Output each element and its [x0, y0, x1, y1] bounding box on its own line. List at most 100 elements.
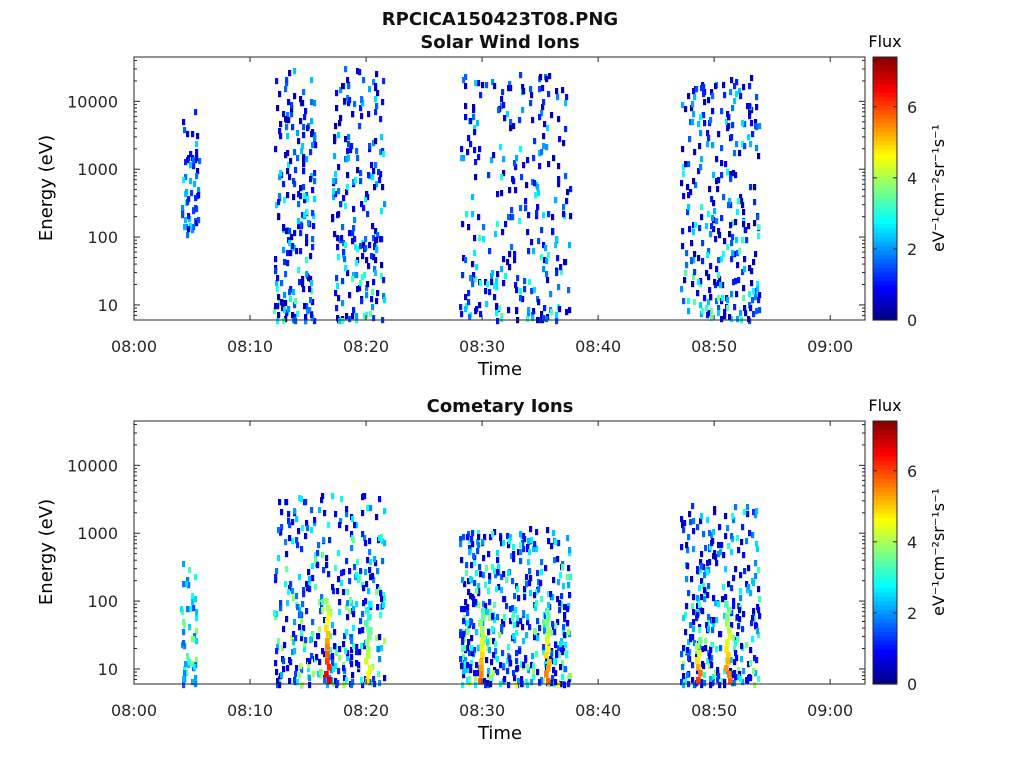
flux-cell: [517, 595, 521, 602]
flux-cell: [712, 172, 716, 179]
flux-cell: [500, 574, 504, 581]
flux-cell: [751, 131, 755, 138]
flux-cell: [297, 138, 301, 145]
flux-cell: [468, 676, 472, 683]
flux-cell: [742, 552, 746, 559]
flux-cell: [327, 611, 332, 618]
flux-cell: [555, 312, 559, 319]
flux-cell: [276, 318, 280, 325]
flux-cell: [332, 188, 336, 195]
flux-cell: [484, 582, 488, 589]
flux-cell: [552, 155, 556, 162]
flux-cell: [543, 121, 547, 128]
flux-cell: [471, 261, 475, 268]
colorbar-tick-label: 2: [907, 240, 917, 259]
flux-cell: [699, 518, 703, 525]
flux-cell: [747, 316, 751, 323]
flux-cell: [711, 642, 715, 649]
flux-cell: [346, 614, 350, 621]
flux-cell: [682, 527, 686, 534]
flux-cell: [302, 587, 306, 594]
flux-cell: [532, 248, 536, 255]
flux-cell: [526, 664, 530, 671]
flux-cell: [699, 114, 703, 121]
flux-cell: [369, 311, 373, 318]
flux-cell: [303, 641, 307, 648]
flux-cell: [345, 629, 349, 636]
flux-cell: [507, 570, 511, 577]
flux-cell: [369, 505, 373, 512]
flux-cell: [356, 167, 360, 174]
colorbar-segment: [873, 144, 897, 150]
flux-cell: [519, 618, 523, 625]
flux-cell: [353, 217, 357, 224]
flux-cell: [521, 624, 525, 631]
flux-cell: [754, 251, 758, 258]
flux-cell: [289, 250, 293, 257]
flux-cell: [743, 305, 747, 312]
colorbar-segment: [873, 425, 897, 431]
flux-cell: [472, 601, 476, 608]
flux-cell: [460, 557, 464, 564]
flux-cell: [564, 173, 568, 180]
flux-cell: [297, 218, 301, 225]
flux-cell: [375, 247, 379, 254]
flux-cell: [307, 569, 311, 576]
flux-cell: [502, 571, 506, 578]
flux-cell: [299, 96, 303, 103]
flux-cell: [476, 120, 480, 127]
colorbar-segment: [873, 263, 897, 268]
flux-cell: [470, 536, 474, 543]
flux-cell: [726, 525, 730, 532]
flux-cell: [543, 257, 547, 264]
flux-cell: [357, 662, 361, 669]
flux-cell: [478, 678, 483, 685]
flux-cell: [735, 141, 739, 148]
flux-cell: [712, 674, 716, 681]
flux-cell: [539, 74, 543, 81]
flux-cell: [463, 581, 467, 588]
flux-cell: [483, 678, 487, 685]
flux-cell: [198, 158, 202, 165]
colorbar-label: Flux: [868, 32, 901, 51]
flux-cell: [742, 668, 746, 675]
flux-cell: [539, 580, 543, 587]
flux-cell: [321, 607, 325, 614]
flux-cell: [309, 637, 313, 644]
flux-cell: [716, 186, 720, 193]
flux-cell: [275, 669, 279, 676]
flux-cell: [372, 79, 376, 86]
flux-cell: [474, 174, 478, 181]
flux-cell: [183, 224, 187, 231]
colorbar-segment: [873, 648, 897, 654]
flux-cell: [350, 638, 354, 645]
flux-cell: [514, 282, 518, 289]
flux-cell: [520, 676, 524, 683]
flux-cell: [730, 316, 734, 323]
flux-cell: [286, 168, 290, 175]
flux-cell: [311, 575, 315, 582]
colorbar-segment: [873, 477, 897, 483]
flux-cell: [351, 276, 355, 283]
flux-cell: [557, 284, 561, 291]
flux-cell: [513, 257, 517, 264]
flux-cell: [699, 607, 703, 614]
flux-cell: [464, 114, 468, 121]
flux-cell: [739, 93, 743, 100]
flux-cell: [715, 178, 719, 185]
flux-cell: [300, 546, 304, 553]
flux-cell: [722, 552, 726, 559]
flux-cell: [461, 682, 465, 689]
flux-cell: [535, 651, 539, 658]
colorbar-segment: [873, 530, 897, 536]
flux-cell: [522, 610, 526, 617]
flux-cell: [341, 300, 345, 307]
flux-cell: [286, 133, 290, 140]
flux-cell: [541, 104, 545, 111]
flux-cell: [354, 244, 358, 251]
flux-cell: [713, 279, 717, 286]
flux-cell: [692, 222, 696, 229]
flux-cell: [687, 204, 691, 211]
flux-cell: [709, 617, 713, 624]
flux-cell: [189, 162, 193, 169]
